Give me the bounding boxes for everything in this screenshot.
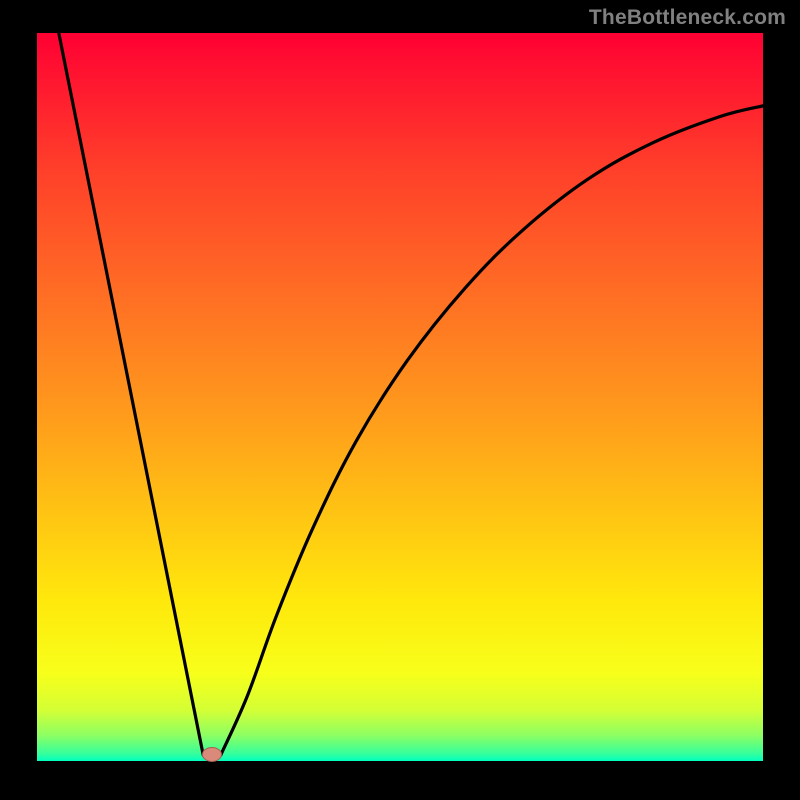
- watermark-text: TheBottleneck.com: [589, 6, 786, 30]
- bottleneck-chart-svg: [0, 0, 800, 800]
- minimum-marker: [202, 747, 221, 761]
- chart-stage: TheBottleneck.com: [0, 0, 800, 800]
